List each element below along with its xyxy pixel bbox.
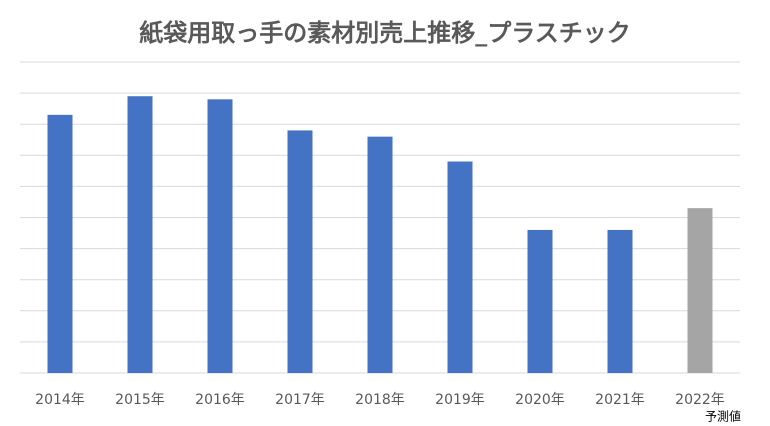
x-tick-label: 2015年 <box>115 392 165 408</box>
x-tick-label: 2021年 <box>595 392 645 408</box>
bar <box>447 161 473 373</box>
x-tick-label: 2022年 <box>675 392 725 408</box>
x-tick-label: 2016年 <box>195 392 245 408</box>
bar <box>287 130 313 373</box>
x-tick-label: 2019年 <box>435 392 485 408</box>
x-tick-label: 2018年 <box>355 392 405 408</box>
bar <box>687 208 713 373</box>
x-tick-label: 2020年 <box>515 392 565 408</box>
bar <box>607 229 633 373</box>
annotation: 予測値 <box>705 409 741 424</box>
bar <box>47 114 73 374</box>
bar <box>527 229 553 373</box>
x-tick-label: 2014年 <box>35 392 85 408</box>
bar <box>367 136 393 373</box>
bar <box>207 99 233 373</box>
bar <box>127 96 153 374</box>
chart-title: 紙袋用取っ手の素材別売上推移_プラスチック <box>139 19 631 47</box>
x-tick-label: 2017年 <box>275 392 325 408</box>
